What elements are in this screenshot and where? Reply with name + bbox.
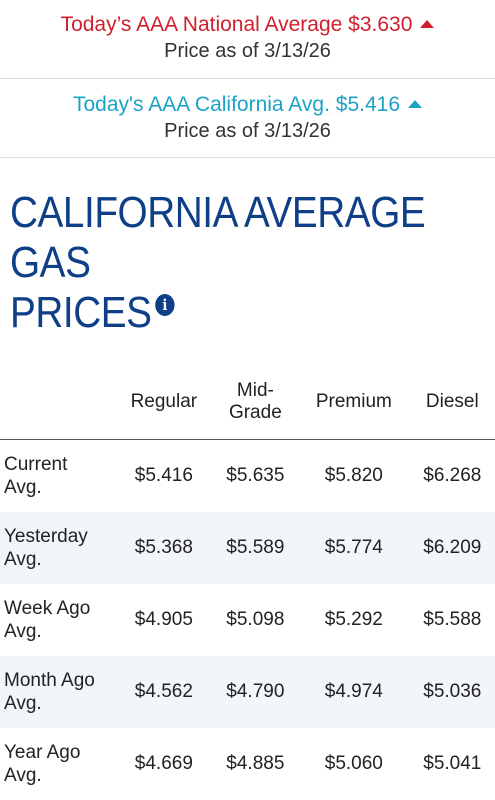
mid-grade-label: Mid- Grade [228,380,282,423]
table-row: Yesterday Avg. $5.368 $5.589 $5.774 $6.209 [0,512,495,584]
row-label-line2: Avg. [4,549,42,570]
price-cell-premium: $5.820 [324,465,383,486]
price-cell-diesel: $5.588 [423,609,482,630]
page-title-line2: PRICES [10,288,152,337]
national-average-line: Today’s AAA National Average $3.630 [0,12,495,38]
info-icon[interactable]: i [155,294,175,316]
row-label: Month Ago Avg. [0,656,115,728]
price-cell-premium: $5.292 [324,609,383,630]
column-header-regular: Regular [115,365,213,440]
column-header-diesel: Diesel [409,365,495,440]
price-cell-regular: $5.368 [115,512,213,584]
table-row: Year Ago Avg. $4.669 $4.885 $5.060 $5.041 [0,728,495,800]
price-cell-diesel: $6.268 [423,465,482,486]
row-label-header [0,365,115,440]
price-cell-regular: $4.562 [115,656,213,728]
table-header-row: Regular Mid- Grade Premium Diesel [0,365,495,440]
price-cell-mid-grade: $5.589 [212,512,299,584]
price-cell-premium: $4.974 [298,656,410,728]
national-price-date: Price as of 3/13/26 [164,40,331,62]
national-average-label: Today’s AAA National Average $3.630 [60,13,413,36]
table-row: Current Avg. $5.416 $5.635 $5.820 $6.268 [0,440,495,513]
table-row: Week Ago Avg. $4.905 $5.098 $5.292 $5.588 [0,584,495,656]
up-arrow-icon [408,100,422,108]
price-cell-diesel: $5.036 [409,656,495,728]
national-average-banner: Today’s AAA National Average $3.630 Pric… [0,0,495,79]
up-arrow-icon [420,20,435,28]
price-cell-mid-grade: $5.635 [226,465,285,486]
price-cell-premium: $5.774 [298,512,410,584]
table-row: Month Ago Avg. $4.562 $4.790 $4.974 $5.036 [0,656,495,728]
california-average-line: Today's AAA California Avg. $5.416 [0,92,495,118]
column-header-mid-grade: Mid- Grade [212,365,299,440]
row-label-line1: Year Ago [4,742,81,763]
price-cell-regular: $4.669 [134,753,193,774]
row-label: Yesterday Avg. [0,512,115,584]
price-cell-regular: $4.905 [134,609,193,630]
california-average-banner: Today's AAA California Avg. $5.416 Price… [0,79,495,158]
row-label: Year Ago Avg. [0,728,115,800]
row-label-line2: Avg. [4,693,42,714]
row-label: Week Ago Avg. [0,584,115,656]
price-cell-diesel: $5.041 [423,753,482,774]
price-cell-mid-grade: $4.885 [226,753,285,774]
row-label-line2: Avg. [4,477,42,498]
price-cell-mid-grade: $5.098 [226,609,285,630]
row-label-line2: Avg. [4,765,42,786]
page-title: CALIFORNIA AVERAGE GAS PRICES i [10,188,485,338]
price-cell-premium: $5.060 [324,753,383,774]
page-title-line1: CALIFORNIA AVERAGE GAS [10,188,426,287]
price-cell-regular: $5.416 [134,465,193,486]
row-label-line1: Week Ago [4,598,91,619]
row-label-line1: Month Ago [4,670,95,691]
price-cell-diesel: $6.209 [409,512,495,584]
column-header-premium: Premium [298,365,410,440]
row-label-line2: Avg. [4,621,42,642]
gas-price-table: Regular Mid- Grade Premium Diesel Current… [0,365,495,800]
row-label-line1: Yesterday [4,526,88,547]
row-label: Current Avg. [0,440,115,513]
california-average-label: Today's AAA California Avg. $5.416 [72,93,400,116]
california-price-date: Price as of 3/13/26 [164,120,331,142]
row-label-line1: Current [4,454,68,475]
price-cell-mid-grade: $4.790 [212,656,299,728]
